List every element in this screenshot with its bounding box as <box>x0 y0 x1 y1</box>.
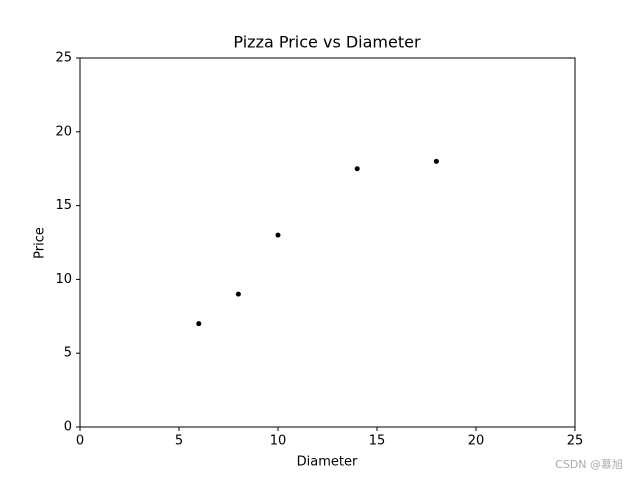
y-axis-label: Price <box>33 227 48 259</box>
point <box>196 321 202 327</box>
x-tick-label: 0 <box>76 434 84 449</box>
x-tick-label: 10 <box>270 434 287 449</box>
x-tick-label: 20 <box>468 434 485 449</box>
y-tick-label: 15 <box>55 198 72 213</box>
x-axis-label: Diameter <box>297 455 358 470</box>
y-tick-label: 5 <box>64 346 72 361</box>
point <box>354 166 360 172</box>
x-tick-label: 5 <box>175 434 183 449</box>
chart-title: Pizza Price vs Diameter <box>233 33 421 52</box>
watermark: CSDN @慕旭 <box>555 457 623 471</box>
y-tick-label: 20 <box>55 124 72 139</box>
y-tick-label: 25 <box>55 51 72 66</box>
y-tick-label: 10 <box>55 272 72 287</box>
point <box>433 158 439 164</box>
y-tick-label: 0 <box>64 420 72 435</box>
point <box>275 232 281 238</box>
x-tick-label: 15 <box>369 434 386 449</box>
point <box>235 291 241 297</box>
x-tick-label: 25 <box>567 434 584 449</box>
plot-frame <box>79 57 576 428</box>
